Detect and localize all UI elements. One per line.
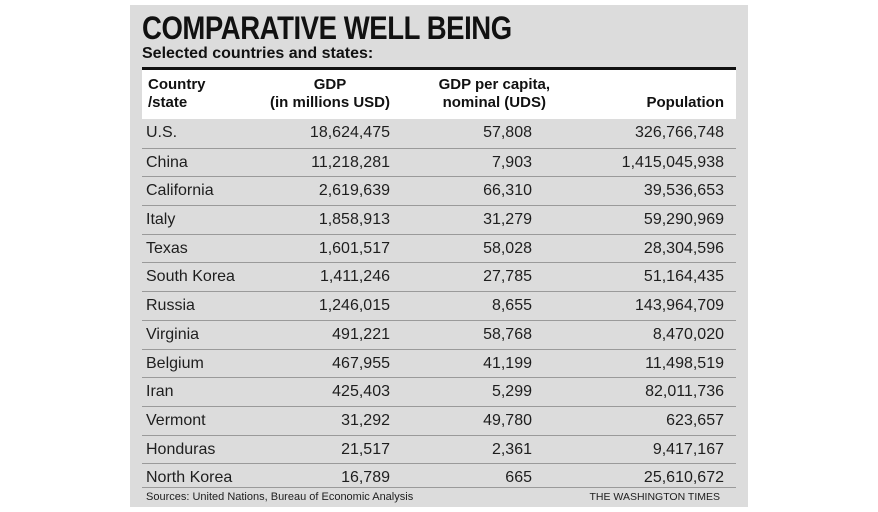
cell-gdp: 2,619,639	[318, 182, 390, 200]
cell-gdp: 1,601,517	[318, 239, 390, 257]
cell-population: 1,415,045,938	[621, 153, 724, 171]
table-row: U.S. 18,624,475 57,808 326,766,748	[142, 119, 736, 148]
cell-population: 39,536,653	[643, 182, 724, 200]
column-header-country-line2: /state	[148, 94, 188, 111]
cell-country: Iran	[146, 383, 174, 401]
cell-gdp-per-capita: 58,768	[483, 325, 532, 343]
cell-country: Belgium	[146, 354, 204, 372]
table-row: South Korea 1,411,246 27,785 51,164,435	[142, 262, 736, 291]
cell-country: China	[146, 153, 188, 171]
cell-gdp: 31,292	[341, 411, 390, 429]
cell-gdp: 425,403	[332, 383, 390, 401]
cell-gdp: 467,955	[332, 354, 390, 372]
table-row: North Korea 16,789 665 25,610,672	[142, 463, 736, 492]
column-header-gdp-line2: (in millions USD)	[270, 94, 390, 111]
cell-population: 28,304,596	[643, 239, 724, 257]
cell-country: Italy	[146, 211, 176, 229]
cell-population: 143,964,709	[635, 297, 724, 315]
table-row: Vermont 31,292 49,780 623,657	[142, 405, 736, 435]
cell-gdp-per-capita: 49,780	[483, 411, 532, 429]
cell-gdp: 491,221	[332, 325, 390, 343]
cell-country: Texas	[146, 239, 188, 257]
cell-gdp-per-capita: 27,785	[483, 268, 532, 286]
column-header-country-line1: Country	[148, 76, 206, 93]
cell-gdp-per-capita: 7,903	[491, 153, 532, 171]
cell-country: Virginia	[146, 325, 200, 343]
column-header-population: Population	[646, 94, 725, 111]
column-header-gdp-per-capita: GDP per capita, nominal (UDS)	[439, 76, 550, 112]
cell-gdp: 21,517	[341, 440, 390, 458]
table-row: Honduras 21,517 2,361 9,417,167	[142, 434, 736, 464]
table-row: Iran 425,403 5,299 82,011,736	[142, 377, 736, 406]
column-header-gdp-per-capita-line1: GDP per capita,	[438, 76, 550, 93]
cell-gdp-per-capita: 66,310	[483, 182, 532, 200]
cell-country: Vermont	[146, 411, 206, 429]
cell-gdp-per-capita: 665	[505, 469, 532, 487]
publisher-credit: THE WASHINGTON TIMES	[589, 491, 720, 503]
infographic-panel: COMPARATIVE WELL BEING Selected countrie…	[130, 5, 748, 507]
table-row: Italy 1,858,913 31,279 59,290,969	[142, 205, 736, 234]
source-note: Sources: United Nations, Bureau of Econo…	[146, 491, 414, 503]
cell-population: 25,610,672	[643, 469, 724, 487]
cell-gdp: 11,218,281	[311, 153, 390, 171]
table-row: Texas 1,601,517 58,028 28,304,596	[142, 233, 736, 263]
cell-country: Honduras	[146, 440, 216, 458]
cell-gdp: 1,411,246	[320, 268, 390, 286]
cell-gdp: 16,789	[341, 469, 390, 487]
cell-gdp-per-capita: 31,279	[483, 211, 532, 229]
column-header-gdp-line1: GDP	[313, 76, 347, 93]
cell-population: 51,164,435	[643, 268, 724, 286]
cell-gdp-per-capita: 5,299	[491, 383, 532, 401]
cell-gdp: 18,624,475	[309, 124, 390, 141]
cell-population: 623,657	[666, 411, 724, 429]
cell-population: 82,011,736	[645, 383, 724, 401]
cell-country: California	[146, 182, 214, 200]
table-row: Virginia 491,221 58,768 8,470,020	[142, 319, 736, 349]
cell-population: 9,417,167	[652, 440, 724, 458]
cell-country: Russia	[146, 297, 195, 315]
header-rule	[142, 67, 736, 70]
cell-gdp: 1,858,913	[318, 211, 390, 229]
cell-gdp: 1,246,015	[318, 297, 390, 315]
cell-country: U.S.	[146, 124, 178, 141]
cell-country: North Korea	[146, 469, 233, 487]
table-header: Country /state GDP (in millions USD) GDP…	[142, 70, 736, 119]
cell-gdp-per-capita: 58,028	[483, 239, 532, 257]
table-row: California 2,619,639 66,310 39,536,653	[142, 176, 736, 205]
cell-population: 11,498,519	[645, 354, 724, 372]
cell-gdp-per-capita: 8,655	[491, 297, 532, 315]
cell-population: 326,766,748	[635, 124, 724, 141]
cell-country: South Korea	[146, 268, 235, 286]
column-header-country: Country /state	[148, 76, 206, 112]
column-header-gdp: GDP (in millions USD)	[270, 76, 390, 112]
infographic-title: COMPARATIVE WELL BEING	[142, 10, 512, 46]
table-row: Russia 1,246,015 8,655 143,964,709	[142, 291, 736, 320]
infographic-subtitle: Selected countries and states:	[142, 45, 374, 62]
cell-population: 59,290,969	[643, 211, 724, 229]
column-header-gdp-per-capita-line2: nominal (UDS)	[442, 94, 546, 111]
cell-gdp-per-capita: 57,808	[483, 124, 532, 141]
table-row: China 11,218,281 7,903 1,415,045,938	[142, 147, 736, 177]
cell-population: 8,470,020	[652, 325, 724, 343]
cell-gdp-per-capita: 2,361	[491, 440, 532, 458]
table-body: U.S. 18,624,475 57,808 326,766,748 China…	[142, 119, 736, 492]
cell-gdp-per-capita: 41,199	[483, 354, 532, 372]
footer: Sources: United Nations, Bureau of Econo…	[142, 487, 736, 504]
table-row: Belgium 467,955 41,199 11,498,519	[142, 348, 736, 378]
